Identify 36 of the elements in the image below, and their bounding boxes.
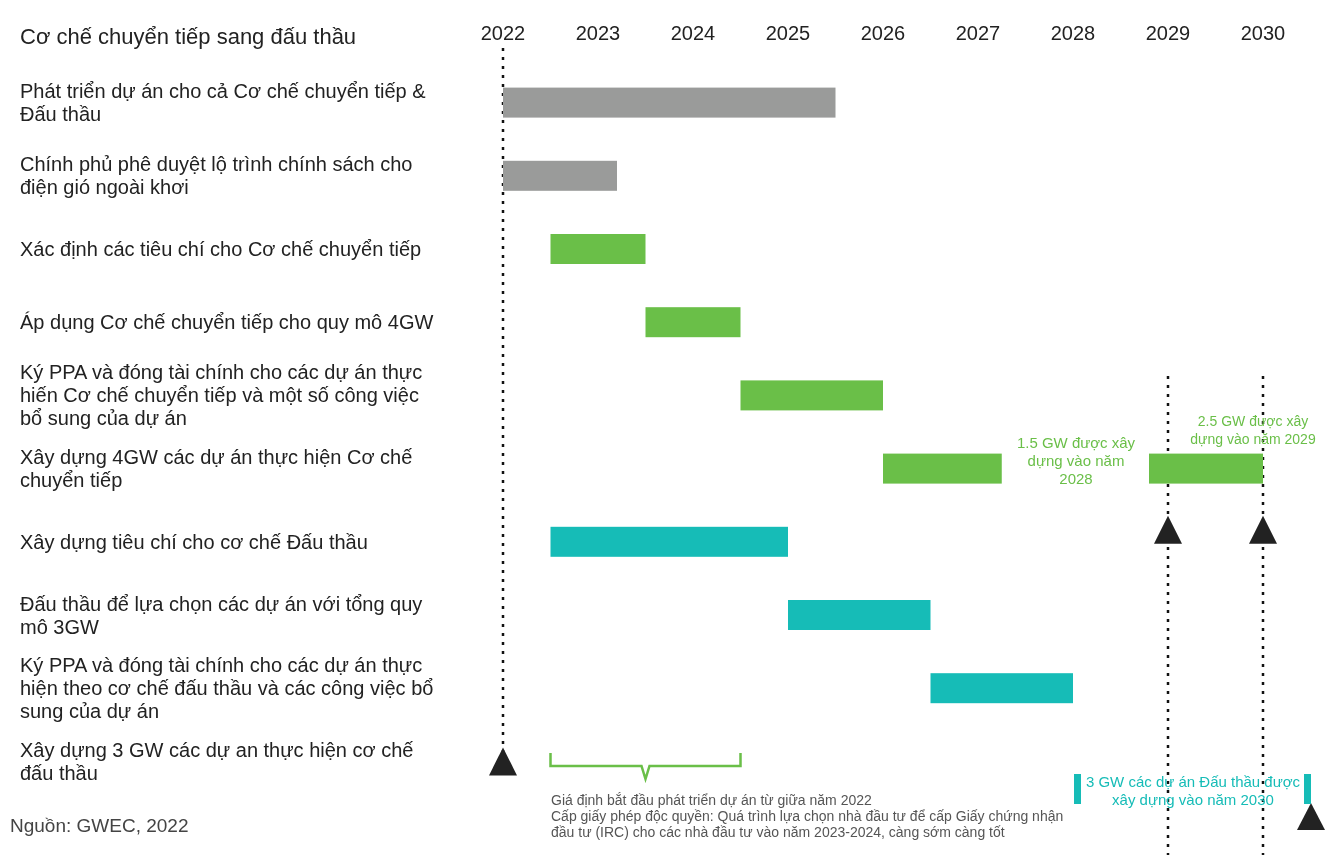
y-tick-label: Ký PPA và đóng tài chính cho các dự án thực hiến Cơ chế chuyển tiếp và một số công việc bổ sung của dự án [20,361,423,430]
y-tick-label: Ký PPA và đóng tài chính cho các dự án thực hiện theo cơ chế đấu thầu và các công việc bổ sung của dự án [20,654,434,723]
y-tick-label: Xác định các tiêu chí cho Cơ chế chuyển tiếp [20,238,422,260]
y-tick-label: Xây dựng tiêu chí cho cơ chế Đấu thầu [20,530,368,553]
x-tick-label: 2023 [575,22,621,44]
x-tick-label: 2027 [955,22,1001,44]
x-tick-label: 2030 [1240,22,1286,44]
bar [930,673,1073,704]
bar [740,380,883,411]
x-tick-label: 2026 [860,22,906,44]
annotation: 2.5 GW được xây dựng vào năm 2029 [1190,413,1316,447]
bar [1149,453,1263,484]
x-tick-label: 2029 [1145,22,1191,44]
bar [550,234,646,264]
y-tick-label: Xây dựng 3 GW các dự an thực hiện cơ chế đấu thầu [20,738,414,784]
y-tick-label: Phát triển dự án cho cả Cơ chế chuyển tiếp & Đấu thầu [20,80,427,126]
text: Nguồn: GWEC, 2022 [10,815,189,836]
bar [788,600,931,630]
x-tick-label: 2024 [670,22,716,44]
bar [550,526,788,557]
text: Giá định bắt đầu phát triển dự án từ giữa năm 2022 [551,792,872,808]
x-tick-label: 2025 [765,22,811,44]
text: Cấp giấy phép độc quyền: Quá trình lựa chọn nhà đầu tư để cấp Giấy chứng nhận đầu tư (IRC) cho các nhà đầu tư vào năm 2023-2024, càng sớm càng tốt [551,808,1064,840]
annotation: 1.5 GW được xây dựng vào năm 2028 [1016,434,1136,487]
y-tick-label: Xây dựng 4GW các dự án thực hiện Cơ chế chuyển tiếp [20,446,413,492]
bar [503,87,836,118]
bar [503,160,617,191]
text: Cơ chế chuyển tiếp sang đấu thầu [20,24,357,49]
y-tick-label: Áp dụng Cơ chế chuyển tiếp cho quy mô 4GW [20,311,434,334]
x-tick-label: 2022 [480,22,526,44]
x-tick-label: 2028 [1050,22,1096,44]
bar [645,307,741,338]
y-tick-label: Chính phủ phê duyệt lộ trình chính sách cho điện gió ngoài khơi [20,153,413,199]
text: 3 GW các dự án Đấu thầu được xây dựng vào năm 2030 [1085,773,1301,808]
y-tick-label: Đấu thầu để lựa chọn các dự án với tổng quy mô 3GW [20,592,423,638]
bar [883,453,1002,484]
